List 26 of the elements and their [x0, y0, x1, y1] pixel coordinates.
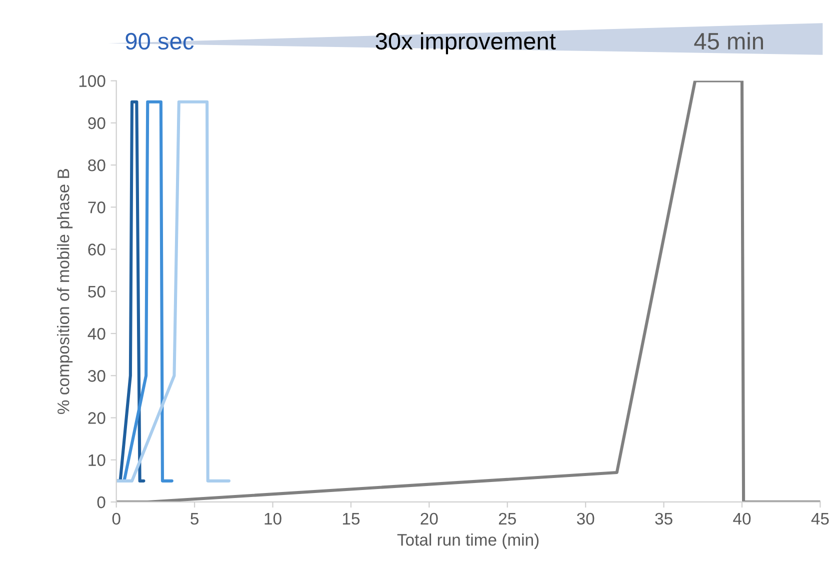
text: 45 min: [694, 32, 763, 50]
y-tick-label: 50: [88, 286, 106, 298]
x-tick-label: 10: [264, 512, 282, 525]
x-tick-label: 40: [733, 512, 751, 525]
y-tick-label: 0: [97, 496, 106, 508]
y-tick-label: 90: [88, 117, 106, 130]
x-tick-label: 20: [420, 512, 438, 525]
x-tick-label: 15: [342, 513, 360, 525]
y-tick-label: 20: [88, 412, 106, 424]
text: 30x improvement: [376, 32, 556, 54]
x-tick-label: 30: [576, 512, 594, 525]
y-tick-label: 40: [88, 328, 106, 340]
y-axis-title: % composition of mobile phase B: [57, 169, 73, 414]
x-tick-label: 0: [112, 512, 120, 525]
x-tick-label: 35: [655, 512, 672, 525]
x-axis-title: Total run time (min): [397, 534, 539, 550]
y-tick-label: 10: [88, 454, 106, 466]
x-tick-label: 45: [811, 513, 829, 525]
y-tick-label: 70: [88, 202, 106, 214]
x-tick-label: 5: [190, 513, 198, 525]
y-tick-label: 80: [88, 159, 106, 172]
x-tick-label: 25: [498, 512, 516, 525]
y-tick-label: 30: [88, 370, 106, 382]
y-tick-label: 60: [88, 244, 106, 256]
y-tick-label: 100: [79, 75, 106, 87]
text: 90 sec: [126, 32, 194, 50]
